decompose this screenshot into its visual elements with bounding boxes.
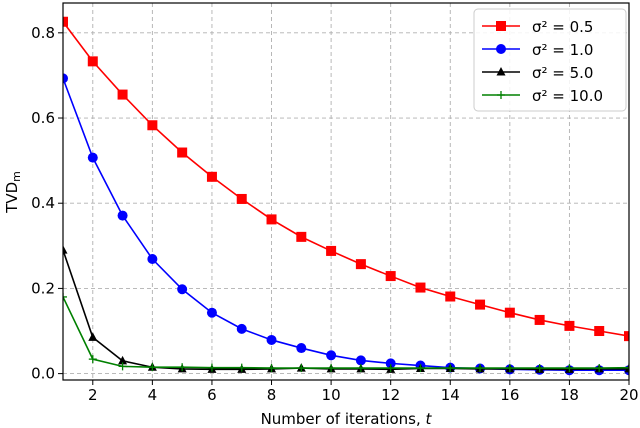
circle-marker xyxy=(63,73,68,84)
legend-box xyxy=(473,8,627,112)
series-3 xyxy=(63,292,629,373)
circle-marker xyxy=(206,307,217,318)
legend-label: σ² = 1.0 xyxy=(532,41,593,59)
series-line xyxy=(63,249,629,371)
y-tick-label: 0.4 xyxy=(31,194,55,212)
circle-marker xyxy=(355,355,366,366)
x-tick-label: 8 xyxy=(267,386,277,404)
y-tick-label: 0.0 xyxy=(31,365,55,383)
y-axis-ticks: 0.0 0.2 0.4 0.6 0.8 xyxy=(31,24,63,383)
circle-marker xyxy=(87,152,98,163)
data-series xyxy=(63,16,629,376)
square-marker xyxy=(475,299,486,310)
x-tick-label: 10 xyxy=(322,386,341,404)
square-marker xyxy=(534,314,545,325)
grid-lines xyxy=(63,3,630,380)
y-tick-label: 0.6 xyxy=(31,109,55,127)
circle-marker xyxy=(266,334,277,345)
triangle-marker xyxy=(118,355,128,365)
square-marker xyxy=(87,56,98,67)
x-tick-label: 20 xyxy=(619,386,638,404)
square-marker xyxy=(266,214,277,225)
circle-marker xyxy=(117,210,128,221)
x-axis-ticks: 2 4 6 8 10 12 14 16 18 20 xyxy=(88,380,639,404)
square-marker xyxy=(177,147,188,158)
series-line xyxy=(63,296,629,369)
x-tick-label: 6 xyxy=(207,386,217,404)
square-marker xyxy=(326,245,337,256)
square-marker xyxy=(564,320,575,331)
square-marker xyxy=(355,259,366,270)
x-tick-label: 12 xyxy=(381,386,400,404)
x-tick-label: 18 xyxy=(560,386,579,404)
square-marker xyxy=(496,21,506,31)
circle-marker xyxy=(496,44,506,54)
triangle-marker xyxy=(63,245,68,254)
square-marker xyxy=(63,16,68,27)
square-marker xyxy=(504,307,515,318)
square-marker xyxy=(117,89,128,100)
circle-marker xyxy=(326,350,337,361)
plot-frame xyxy=(62,2,630,381)
legend-item: σ² = 10.0 xyxy=(482,87,603,105)
square-marker xyxy=(385,271,396,282)
triangle-marker xyxy=(496,67,506,76)
circle-marker xyxy=(177,284,188,295)
x-tick-label: 4 xyxy=(148,386,158,404)
square-marker xyxy=(415,282,426,293)
x-tick-label: 2 xyxy=(88,386,98,404)
circle-marker xyxy=(385,358,396,369)
square-marker xyxy=(206,171,217,182)
circle-marker xyxy=(296,343,307,354)
y-tick-label: 0.8 xyxy=(31,24,55,42)
x-tick-label: 16 xyxy=(500,386,519,404)
square-marker xyxy=(445,291,456,302)
legend-label: σ² = 10.0 xyxy=(532,87,603,105)
circle-marker xyxy=(147,254,158,265)
y-tick-label: 0.2 xyxy=(31,279,55,297)
series-2 xyxy=(63,245,629,373)
triangle-marker xyxy=(88,332,98,341)
legend: σ² = 0.5 σ² = 1.0 σ² = 5.0 σ² = 10.0 xyxy=(473,8,627,112)
series-1 xyxy=(63,73,629,376)
legend-label: σ² = 0.5 xyxy=(532,18,593,36)
x-axis-label: Number of iterations, t xyxy=(261,410,433,428)
square-marker xyxy=(594,326,605,337)
square-marker xyxy=(624,331,629,342)
legend-item: σ² = 5.0 xyxy=(482,64,593,82)
circle-marker xyxy=(236,323,247,334)
square-marker xyxy=(296,231,307,242)
square-marker xyxy=(147,120,158,131)
legend-label: σ² = 5.0 xyxy=(532,64,593,82)
square-marker xyxy=(236,193,247,204)
x-tick-label: 14 xyxy=(441,386,460,404)
legend-item: σ² = 1.0 xyxy=(482,41,593,59)
series-0 xyxy=(63,16,629,342)
legend-item: σ² = 0.5 xyxy=(482,18,593,36)
y-axis-label: TVDm xyxy=(3,171,23,214)
